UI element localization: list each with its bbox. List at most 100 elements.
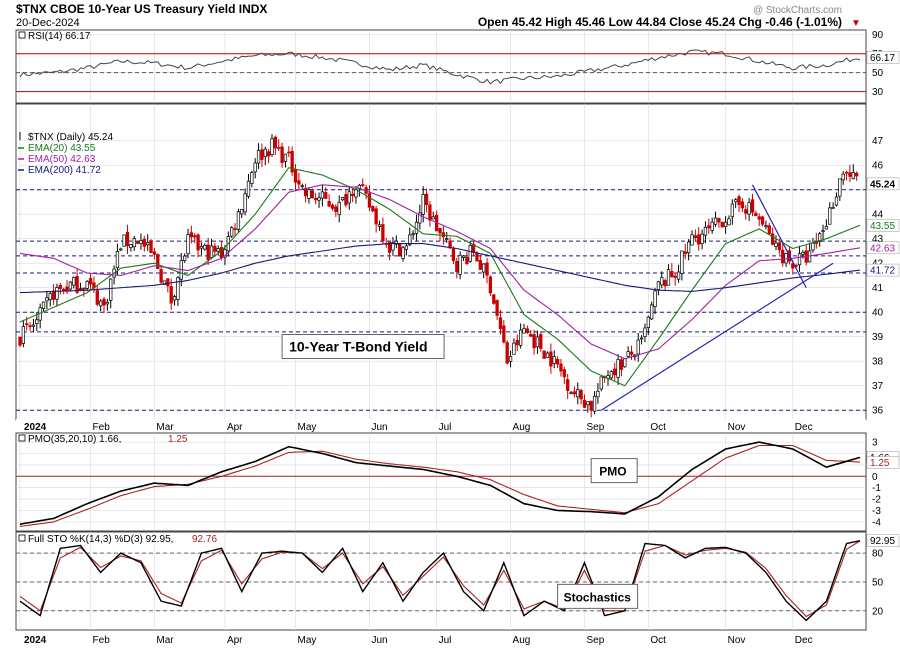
candle [411, 233, 415, 236]
candle [680, 250, 684, 274]
candle [777, 242, 782, 251]
candle [545, 352, 550, 358]
legend-toggle-icon [18, 534, 26, 542]
candle [88, 278, 93, 285]
candle [542, 350, 546, 359]
value-tag-box [866, 456, 900, 469]
ema50-legend: EMA(50) 42.63 [28, 154, 96, 165]
axis-tick-label: 38 [872, 357, 884, 368]
month-label: 2024 [24, 635, 47, 646]
candle [475, 252, 479, 262]
candle [797, 253, 802, 266]
candle [650, 304, 654, 320]
price-panel: 474644434241403938373645.2443.5542.6341.… [15, 103, 900, 421]
candle [250, 172, 254, 184]
candle [401, 247, 405, 259]
candle [518, 329, 523, 346]
candle [293, 169, 298, 183]
candle [310, 190, 314, 199]
candle [619, 359, 624, 370]
candle [324, 192, 328, 199]
candle [347, 191, 351, 204]
candle [482, 263, 486, 273]
candle [152, 251, 157, 255]
panel-frame [15, 531, 867, 631]
ema20-legend: EMA(20) 43.55 [28, 143, 96, 154]
candle [418, 212, 422, 224]
candle [270, 138, 274, 156]
month-label: Dec [795, 422, 813, 433]
value-tag: 43.55 [870, 221, 895, 232]
month-label: Jun [371, 422, 387, 433]
axis-tick-label: 3 [872, 438, 878, 449]
candle [727, 218, 731, 226]
candle [465, 257, 469, 265]
candle [31, 324, 36, 327]
candle [216, 248, 220, 252]
candle [186, 234, 190, 255]
candle [448, 240, 452, 249]
axis-tick-label: 39 [872, 332, 884, 343]
watermark: @ StockCharts.com [753, 5, 842, 16]
stoch-signal-legend: 92.76 [192, 534, 217, 545]
candle [458, 254, 462, 275]
value-tag-box [866, 241, 900, 255]
candle [119, 248, 123, 251]
axis-tick-label: 41 [872, 283, 884, 294]
pmo-signal-legend: 1.25 [168, 434, 188, 445]
candle [740, 201, 745, 209]
value-tag-box [866, 177, 900, 191]
value-tag: 1.25 [870, 458, 890, 469]
trendline [751, 184, 807, 288]
candle [512, 342, 516, 355]
candle [78, 288, 83, 291]
stoch-d-line [19, 540, 861, 618]
value-tag-box [866, 263, 900, 277]
candle [223, 249, 227, 258]
axis-tick-label: 0 [872, 472, 878, 483]
candle [697, 234, 701, 245]
candle [182, 255, 187, 261]
candle [522, 328, 526, 334]
candle [35, 319, 39, 324]
candle [172, 296, 177, 301]
candle [764, 225, 768, 228]
candle [683, 251, 687, 255]
candle [848, 172, 852, 177]
candle [307, 189, 311, 199]
month-label: Sep [586, 635, 604, 646]
candle [199, 245, 204, 249]
axis-tick-label: 90 [872, 30, 884, 41]
candle [707, 225, 711, 229]
candle [115, 251, 120, 269]
month-label: May [298, 635, 317, 646]
candle [41, 301, 46, 309]
candle [62, 288, 66, 291]
candle [834, 196, 839, 206]
candle [831, 207, 835, 209]
candle [58, 284, 62, 289]
candle [240, 209, 244, 215]
candle [303, 188, 308, 197]
month-label: Oct [650, 635, 666, 646]
candle [737, 196, 741, 206]
axis-band [16, 632, 866, 645]
candle [139, 240, 143, 244]
candle [149, 240, 153, 253]
candle [535, 336, 540, 348]
candle [72, 277, 76, 286]
candle [387, 241, 392, 253]
candle [105, 301, 110, 305]
candle [767, 225, 771, 235]
candle [98, 300, 103, 307]
candle [159, 269, 163, 283]
candle [135, 241, 140, 244]
candle [371, 205, 375, 212]
ema200-legend: EMA(200) 41.72 [28, 165, 101, 176]
value-tag: 41.72 [870, 266, 895, 277]
candle [337, 202, 341, 215]
panel-frame [15, 432, 867, 532]
ohlc-line: Open 45.42 High 45.46 Low 44.84 Close 45… [478, 15, 842, 29]
candle [492, 294, 496, 304]
